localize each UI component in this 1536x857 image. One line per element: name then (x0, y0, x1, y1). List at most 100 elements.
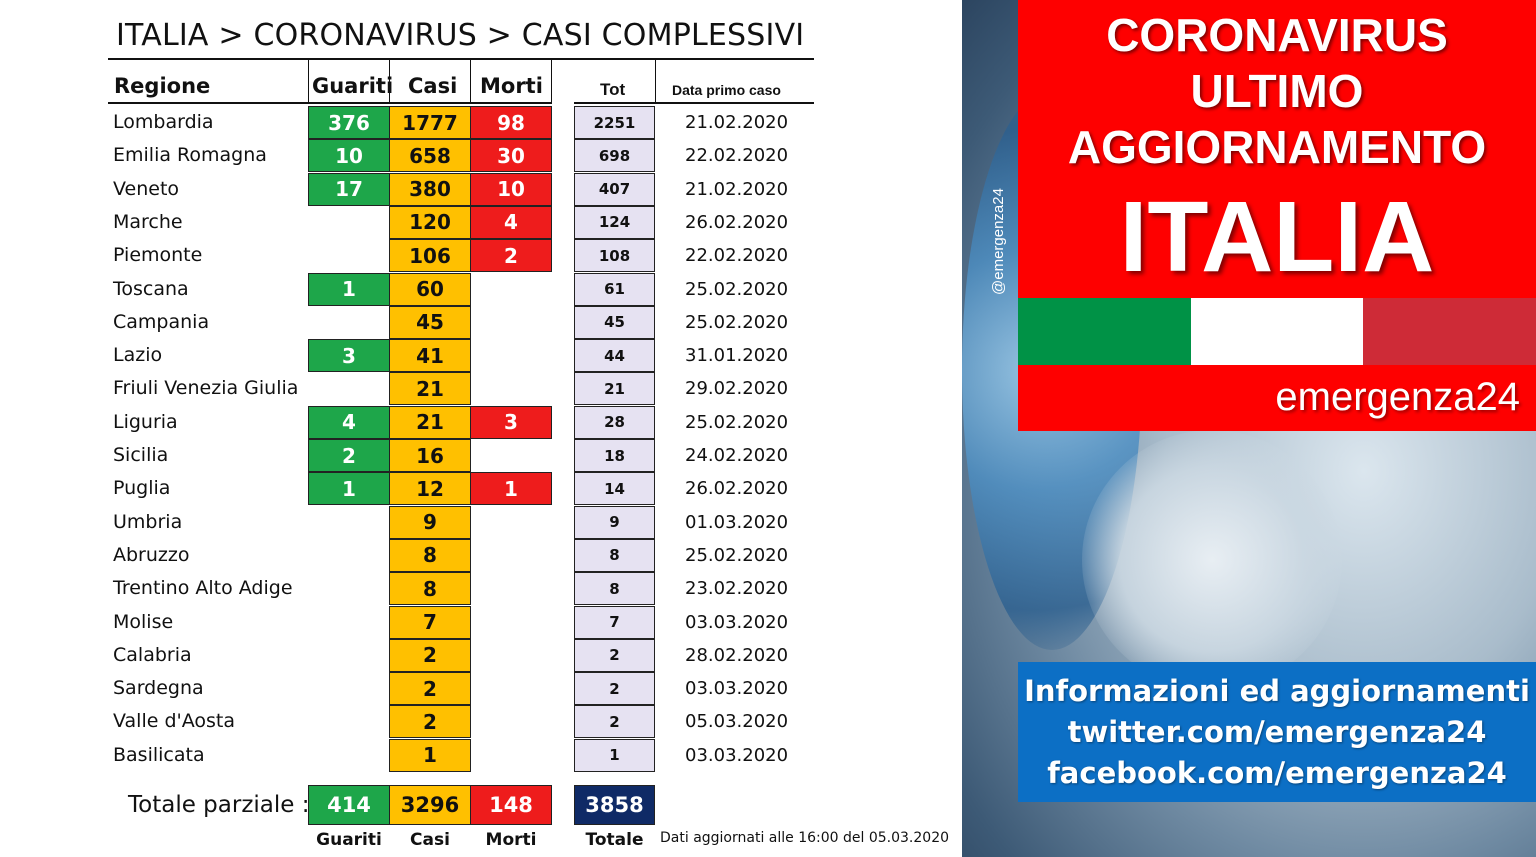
twitter-link[interactable]: twitter.com/emergenza24 (1067, 715, 1487, 749)
cell-tot: 2 (574, 672, 655, 706)
cell-data-primo-caso: 24.02.2020 (685, 445, 789, 466)
table-row: Basilicata 1 1 03.03.2020 (0, 738, 962, 772)
cell-casi: 8 (389, 538, 471, 572)
cell-tot: 44 (574, 339, 655, 373)
cell-tot: 7 (574, 605, 655, 639)
cell-data-primo-caso: 05.03.2020 (685, 711, 789, 733)
table-row: Liguria 4 21 3 28 25.02.2020 (0, 405, 962, 439)
banner-line-2: ULTIMO (1190, 65, 1364, 117)
region-name: Emilia Romagna (113, 144, 267, 167)
table-title: ITALIA > CORONAVIRUS > CASI COMPLESSIVI (116, 18, 805, 53)
region-name: Calabria (113, 643, 192, 666)
cell-casi: 2 (389, 638, 471, 672)
cell-guariti: 17 (308, 172, 390, 206)
cell-tot: 2 (574, 638, 655, 672)
italian-flag (1018, 298, 1536, 365)
cell-tot: 14 (574, 472, 655, 506)
cell-casi: 1777 (389, 106, 471, 139)
region-name: Valle d'Aosta (113, 710, 236, 733)
cell-morti: 10 (470, 172, 552, 206)
cell-casi: 106 (389, 239, 471, 273)
table-row: Valle d'Aosta 2 2 05.03.2020 (0, 705, 962, 739)
table-row: Umbria 9 9 01.03.2020 (0, 505, 962, 539)
cell-casi: 9 (389, 505, 471, 539)
header-underline (574, 102, 814, 104)
cell-casi: 16 (389, 439, 471, 472)
region-name: Toscana (113, 277, 189, 300)
table-row: Piemonte 106 2 108 22.02.2020 (0, 239, 962, 273)
table-row: Sicilia 2 16 18 24.02.2020 (0, 439, 962, 472)
cell-data-primo-caso: 03.03.2020 (685, 744, 789, 766)
cell-morti: 4 (470, 205, 552, 239)
cell-guariti: 376 (308, 106, 390, 139)
cell-tot: 407 (574, 172, 655, 206)
bottom-label-morti: Morti (485, 830, 537, 850)
background-highlight (1082, 430, 1342, 690)
brand-banner: emergenza24 (1018, 365, 1536, 431)
bottom-label-casi: Casi (410, 830, 450, 850)
table-row: Trentino Alto Adige 8 8 23.02.2020 (0, 572, 962, 606)
header-divider (551, 60, 552, 104)
cell-guariti: 4 (308, 405, 390, 439)
cell-data-primo-caso: 25.02.2020 (685, 411, 789, 433)
cell-data-primo-caso: 26.02.2020 (685, 211, 789, 233)
cell-data-primo-caso: 21.02.2020 (685, 112, 789, 133)
cell-data-primo-caso: 03.03.2020 (685, 611, 789, 633)
region-name: Puglia (113, 477, 171, 500)
cell-casi: 45 (389, 305, 471, 339)
cell-casi: 12 (389, 472, 471, 506)
cell-casi: 120 (389, 205, 471, 239)
header-tot: Tot (600, 80, 626, 99)
cell-data-primo-caso: 03.03.2020 (685, 678, 789, 700)
cell-data-primo-caso: 21.02.2020 (685, 178, 789, 200)
cell-data-primo-caso: 01.03.2020 (685, 511, 789, 533)
header-morti: Morti (480, 74, 543, 98)
region-name: Lombardia (113, 111, 214, 133)
cell-data-primo-caso: 25.02.2020 (685, 311, 789, 333)
region-name: Marche (113, 210, 183, 233)
cell-guariti: 2 (308, 439, 390, 472)
region-name: Trentino Alto Adige (113, 577, 293, 600)
info-line-1: Informazioni ed aggiornamenti (1024, 674, 1530, 708)
cell-casi: 41 (389, 339, 471, 373)
header-divider (389, 60, 390, 104)
cell-casi: 60 (389, 272, 471, 306)
watermark: @emergenza24 (990, 188, 1007, 295)
cell-data-primo-caso: 26.02.2020 (685, 478, 789, 500)
cell-casi: 8 (389, 572, 471, 606)
facebook-link[interactable]: facebook.com/emergenza24 (1047, 756, 1507, 790)
cell-tot: 698 (574, 139, 655, 173)
table-row: Campania 45 45 25.02.2020 (0, 305, 962, 339)
bottom-label-totale: Totale (585, 830, 644, 850)
cell-casi: 380 (389, 172, 471, 206)
header-guariti: Guariti (312, 74, 394, 98)
table-row: Abruzzo 8 8 25.02.2020 (0, 538, 962, 572)
cell-tot: 124 (574, 205, 655, 239)
cell-casi: 2 (389, 672, 471, 706)
cell-data-primo-caso: 22.02.2020 (685, 145, 789, 167)
region-name: Piemonte (113, 244, 203, 267)
table-row: Calabria 2 2 28.02.2020 (0, 638, 962, 672)
table-row: Molise 7 7 03.03.2020 (0, 605, 962, 639)
cell-tot: 2 (574, 705, 655, 739)
cell-data-primo-caso: 31.01.2020 (685, 345, 789, 367)
title-underline (108, 58, 814, 60)
cell-tot: 108 (574, 239, 655, 273)
bottom-label-guariti: Guariti (316, 830, 382, 850)
cell-guariti: 3 (308, 339, 390, 373)
cell-tot: 9 (574, 505, 655, 539)
header-casi: Casi (408, 74, 458, 98)
cell-data-primo-caso: 29.02.2020 (685, 378, 789, 400)
cell-tot: 8 (574, 572, 655, 606)
header-divider (470, 60, 471, 104)
cell-casi: 2 (389, 705, 471, 739)
cell-tot: 1 (574, 738, 655, 772)
region-name: Campania (113, 310, 210, 333)
table-row: Lazio 3 41 44 31.01.2020 (0, 339, 962, 373)
banner-country: ITALIA (1119, 181, 1435, 293)
cell-casi: 21 (389, 405, 471, 439)
table-row: Puglia 1 12 1 14 26.02.2020 (0, 472, 962, 506)
totals-label: Totale parziale : (128, 792, 310, 818)
region-name: Sicilia (113, 444, 169, 466)
table-row: Emilia Romagna 10 658 30 698 22.02.2020 (0, 139, 962, 173)
